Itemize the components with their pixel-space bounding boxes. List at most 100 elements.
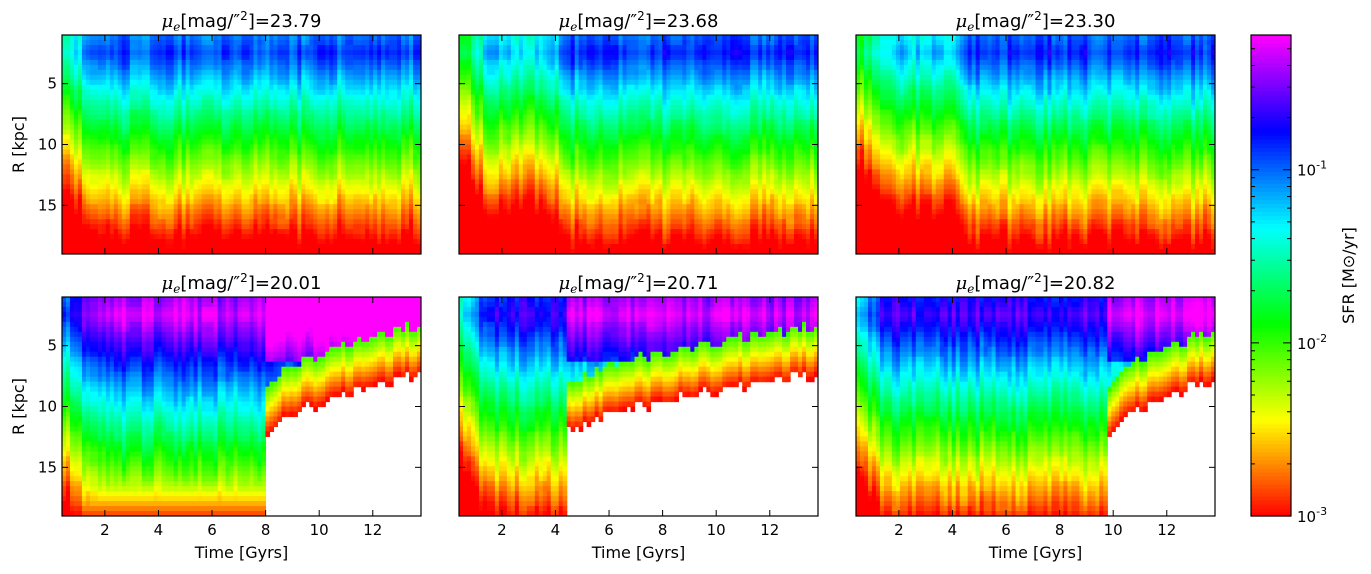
heatmap-cell xyxy=(97,94,103,101)
heatmap-cell xyxy=(177,244,183,250)
heatmap-cell xyxy=(502,159,508,166)
heatmap-cell xyxy=(393,189,398,195)
heatmap-cell xyxy=(105,154,111,161)
heatmap-cell xyxy=(478,59,484,66)
heatmap-cell xyxy=(249,214,255,220)
heatmap-cell xyxy=(474,229,480,235)
heatmap-cell xyxy=(518,159,524,166)
heatmap-cell xyxy=(321,229,326,235)
heatmap-cell xyxy=(145,239,151,245)
heatmap-cell xyxy=(486,204,492,210)
heatmap-cell xyxy=(353,164,358,170)
heatmap-cell xyxy=(113,79,119,86)
heatmap-cell xyxy=(313,124,318,131)
heatmap-cell xyxy=(289,179,294,185)
heatmap-cell xyxy=(281,154,286,161)
heatmap-cell xyxy=(93,54,99,61)
heatmap-cell xyxy=(277,59,282,66)
heatmap-cell xyxy=(173,94,179,101)
heatmap-cell xyxy=(69,89,75,96)
heatmap-cell xyxy=(225,234,231,240)
heatmap-cell xyxy=(333,199,338,205)
heatmap-cell xyxy=(133,144,139,151)
heatmap-cell xyxy=(145,49,151,56)
heatmap-cell xyxy=(405,129,410,136)
heatmap-cell xyxy=(405,44,410,51)
heatmap-cell xyxy=(373,234,378,240)
heatmap-cell xyxy=(237,39,243,46)
heatmap-cell xyxy=(257,229,263,235)
heatmap-cell xyxy=(413,184,418,190)
heatmap-cell xyxy=(165,219,171,225)
heatmap-cell xyxy=(309,74,314,81)
heatmap-cell xyxy=(281,239,286,245)
heatmap-cell xyxy=(165,114,171,121)
heatmap-cell xyxy=(261,154,267,161)
heatmap-cell xyxy=(221,144,227,151)
heatmap-cell xyxy=(73,144,79,151)
heatmap-cell xyxy=(145,39,151,46)
heatmap-cell xyxy=(538,69,544,76)
heatmap-cell xyxy=(257,244,263,250)
heatmap-cell xyxy=(101,114,107,121)
heatmap-cell xyxy=(89,214,95,220)
heatmap-cell xyxy=(486,164,492,170)
heatmap-cell xyxy=(289,144,294,151)
heatmap-cell xyxy=(245,59,251,66)
heatmap-cell xyxy=(221,129,227,136)
heatmap-cell xyxy=(105,184,111,190)
heatmap-cell xyxy=(293,194,298,200)
heatmap-cell xyxy=(285,35,290,41)
heatmap-cell xyxy=(385,49,390,56)
heatmap-cell xyxy=(265,229,271,235)
heatmap-cell xyxy=(109,194,115,200)
heatmap-cell xyxy=(137,109,143,116)
heatmap-cell xyxy=(462,219,468,225)
heatmap-cell xyxy=(397,249,402,254)
heatmap-cell xyxy=(289,94,294,101)
heatmap-cell xyxy=(301,119,306,126)
heatmap-cell xyxy=(494,154,500,161)
heatmap-cell xyxy=(157,39,163,46)
heatmap-cell xyxy=(101,74,107,81)
heatmap-cell xyxy=(297,84,302,91)
heatmap-cell xyxy=(542,44,548,51)
heatmap-cell xyxy=(466,69,472,76)
heatmap-cell xyxy=(157,209,163,215)
heatmap-cell xyxy=(233,79,239,86)
heatmap-cell xyxy=(530,214,536,220)
heatmap-cell xyxy=(253,89,259,96)
heatmap-cell xyxy=(510,184,516,190)
heatmap-cell xyxy=(169,134,175,141)
heatmap-cell xyxy=(213,59,219,66)
heatmap-cell xyxy=(466,249,472,254)
heatmap-cell xyxy=(237,239,243,245)
heatmap-cell xyxy=(341,124,346,131)
heatmap-cell xyxy=(105,244,111,250)
heatmap-cell xyxy=(281,159,286,166)
heatmap-cell xyxy=(257,104,263,111)
heatmap-cell xyxy=(345,244,350,250)
heatmap-cell xyxy=(385,144,390,151)
heatmap-cell xyxy=(237,169,243,175)
heatmap-cell xyxy=(459,84,464,91)
heatmap-cell xyxy=(273,244,278,250)
heatmap-cell xyxy=(333,234,338,240)
heatmap-cell xyxy=(173,194,179,200)
heatmap-cell xyxy=(409,119,414,126)
heatmap-cell xyxy=(301,179,306,185)
heatmap-cell xyxy=(249,124,255,131)
heatmap-cell xyxy=(201,184,207,190)
heatmap-cell xyxy=(69,59,75,66)
heatmap-cell xyxy=(305,44,310,51)
heatmap-cell xyxy=(181,149,187,156)
heatmap-cell xyxy=(309,99,314,106)
heatmap-cell xyxy=(145,234,151,240)
heatmap-cell xyxy=(413,64,418,71)
heatmap-cell xyxy=(462,239,468,245)
heatmap-cell xyxy=(289,234,294,240)
heatmap-cell xyxy=(221,134,227,141)
heatmap-cell xyxy=(225,79,231,86)
heatmap-cell xyxy=(165,35,171,41)
heatmap-cell xyxy=(62,44,67,51)
